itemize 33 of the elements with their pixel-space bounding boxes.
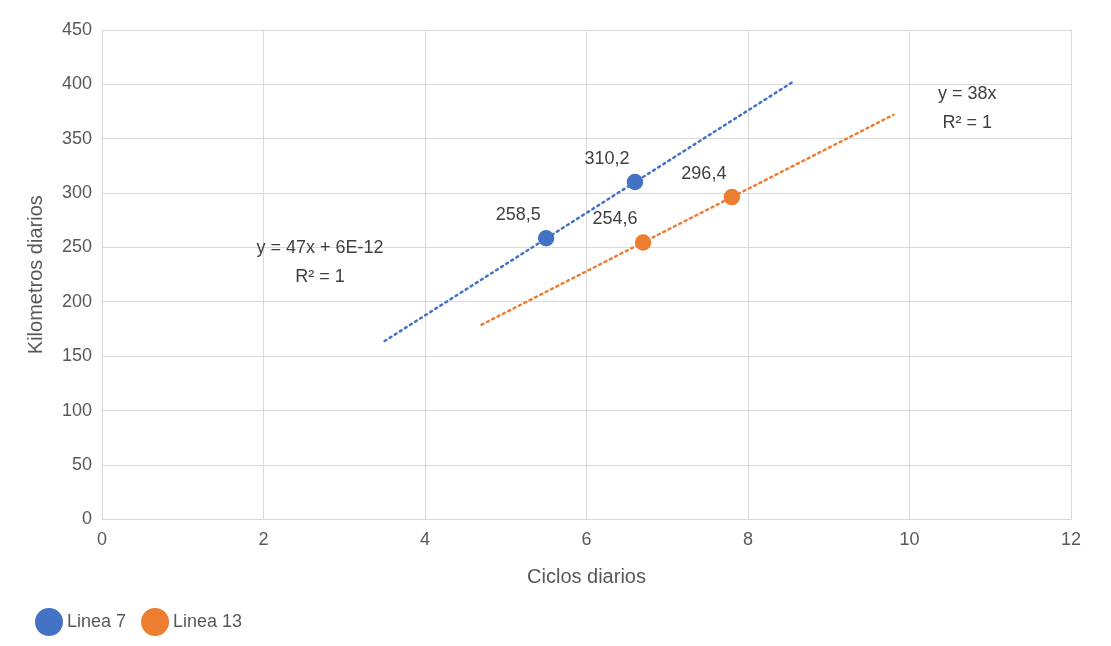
x-axis-title: Ciclos diarios: [527, 564, 646, 587]
legend-label: Linea 7: [67, 610, 127, 631]
x-tick-label: 2: [258, 529, 269, 550]
x-tick-label: 0: [97, 529, 108, 550]
data-label: 296,4: [681, 163, 727, 184]
point: [537, 230, 555, 247]
y-tick-label: 400: [61, 73, 93, 94]
y-tick-label: 300: [61, 182, 93, 203]
legend-label: Linea 13: [173, 610, 243, 631]
annotation: R² = 1: [942, 111, 993, 132]
y-axis-title: Kilometros diarios: [23, 195, 46, 355]
y-tick-label: 50: [72, 453, 93, 474]
y-tick-label: 250: [61, 236, 93, 257]
annotation: R² = 1: [295, 266, 345, 287]
y-tick-label: 450: [61, 18, 93, 39]
y-tick-label: 350: [61, 127, 93, 148]
x-tick-label: 10: [899, 529, 920, 550]
x-tick-label: 8: [743, 529, 754, 550]
point: [723, 188, 741, 206]
x-tick-label: 4: [420, 529, 431, 550]
y-tick-label: 200: [61, 290, 93, 311]
x-tick-label: 6: [581, 529, 592, 550]
data-label: 310,2: [584, 148, 630, 169]
data-label: 258,5: [495, 204, 541, 225]
data-label: 254,6: [592, 208, 638, 229]
y-tick-label: 150: [61, 345, 93, 366]
annotation: y = 38x: [938, 82, 997, 103]
point: [626, 173, 644, 191]
x-tick-label: 12: [1060, 529, 1082, 550]
point: [634, 234, 652, 251]
annotation: y = 47x + 6E-12: [256, 236, 384, 257]
y-tick-label: 0: [82, 508, 93, 529]
y-tick-label: 100: [61, 399, 93, 420]
